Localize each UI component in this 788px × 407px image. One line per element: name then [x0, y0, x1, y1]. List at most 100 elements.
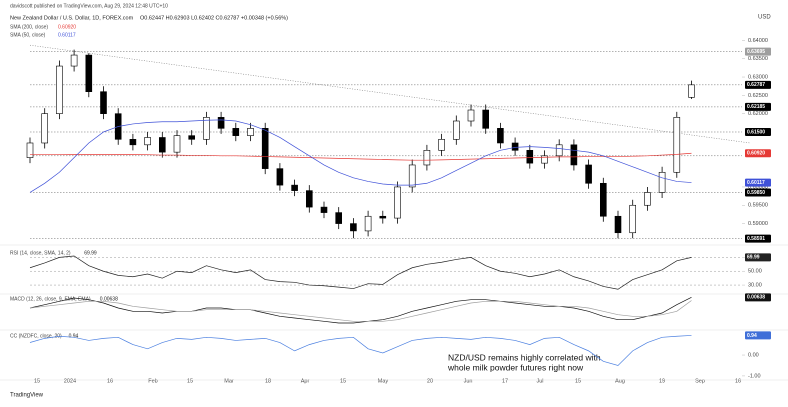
candle-body [26, 142, 34, 158]
indicator-title: MACD (12, 26, close, 9, EMA, EMA) [10, 296, 91, 302]
candle-body [658, 171, 666, 193]
price-label: 0.59850 [747, 190, 765, 196]
x-tick-label: Sep [695, 378, 705, 384]
candle-body [688, 84, 695, 98]
y-tick-label: 0.62500 [748, 93, 768, 99]
price-label: 0.00638 [747, 295, 765, 301]
candle-body [555, 144, 563, 157]
candle-body [423, 150, 431, 166]
price-label-box [745, 188, 771, 197]
candle-body [511, 142, 519, 151]
candle-body [261, 128, 269, 169]
legend-name: SMA (50, close) [10, 32, 46, 38]
x-tick-label: Jul [536, 378, 543, 384]
candle-body [276, 168, 284, 186]
candle-body [247, 128, 254, 136]
series-line [29, 335, 692, 366]
ohlc-label: O0.62447 H0.62903 L0.62402 C0.62787 +0.0… [140, 15, 288, 21]
publisher: davidscott published on TradingView.com,… [10, 3, 168, 9]
y-tick-label: 0.59500 [748, 203, 768, 209]
trendline [29, 44, 751, 144]
y-tick-label: 0.63000 [748, 74, 768, 80]
price-label-box [745, 178, 771, 187]
candle-body [452, 120, 460, 140]
x-tick-label: 17 [502, 378, 508, 384]
price-label: 69.99 [747, 255, 760, 261]
candle-body [379, 215, 387, 219]
annotation: whole milk powder futures right now [447, 362, 584, 372]
candle-body [320, 206, 328, 213]
price-label-box [745, 47, 771, 56]
price-label-box [745, 331, 771, 340]
candle-body [408, 164, 416, 188]
price-label-box [745, 253, 771, 262]
y-tick-label: -1.00 [748, 373, 761, 379]
indicator-value: 0.94 [69, 333, 79, 339]
x-tick-label: 15 [575, 378, 581, 384]
indicator-title: CC (NZDFC, close, 20) [10, 333, 62, 339]
candle-body [482, 109, 490, 129]
candle-body [41, 113, 49, 144]
price-label: 0.60117 [747, 180, 765, 186]
price-label: 0.60920 [747, 151, 765, 157]
annotation: NZD/USD remains highly correlated with [448, 352, 601, 362]
candle-body [335, 212, 343, 224]
candle-body [56, 65, 63, 114]
candle-body [629, 204, 637, 234]
candle-body [526, 150, 534, 164]
candle-body [614, 215, 622, 234]
y-tick-label: 0.59000 [748, 221, 768, 227]
price-label: 0.63695 [747, 49, 765, 55]
legend-name: SMA (200, close) [10, 24, 48, 30]
x-tick-label: Apr [301, 378, 310, 384]
x-tick-label: Jun [464, 378, 473, 384]
x-tick-label: Aug [615, 378, 625, 384]
candle-body [173, 135, 181, 153]
series-line [29, 255, 692, 290]
series-line [29, 297, 692, 324]
candle-body [497, 128, 504, 144]
x-tick-label: 20 [427, 378, 433, 384]
candle-body [70, 54, 78, 67]
x-tick-label: Mar [224, 378, 234, 384]
candle-body [585, 164, 592, 184]
candle-body [305, 190, 313, 208]
candle-body [100, 91, 107, 114]
candle-body [541, 155, 548, 164]
candle-body [394, 186, 401, 219]
y-tick-label: 0.00 [748, 352, 759, 358]
candle-body [364, 215, 372, 232]
x-tick-label: May [378, 378, 389, 384]
y-tick-label: 50.00 [748, 269, 762, 275]
x-tick-label: 16 [735, 378, 741, 384]
candle-body [159, 137, 166, 153]
candle-body [203, 117, 210, 140]
price-label-box [745, 293, 771, 302]
series-line [29, 300, 692, 322]
x-tick-label: 18 [265, 378, 271, 384]
y-tick-label: 0.63500 [748, 56, 768, 62]
footer: TradingView [10, 393, 44, 399]
candle-body [85, 54, 93, 92]
price-label: 0.94 [747, 333, 757, 339]
candle-body [673, 117, 681, 173]
x-tick-label: 2024 [64, 378, 76, 384]
x-tick-label: 15 [34, 378, 40, 384]
candle-body [129, 139, 137, 146]
y-tick-label: 0.60000 [748, 184, 768, 190]
series-line [29, 119, 692, 193]
unit-label: USD [758, 15, 771, 21]
candle-body [467, 109, 475, 122]
candle-body [291, 184, 298, 191]
price-label: 0.62787 [747, 82, 765, 88]
indicator-title: RSI (14, close, SMA, 14, 2) [10, 250, 71, 256]
indicator-value: 69.99 [84, 250, 97, 256]
legend-value: 0.60920 [58, 24, 76, 30]
candle-body [232, 128, 240, 136]
candle-body [438, 139, 445, 151]
price-label: 0.61500 [747, 129, 765, 135]
x-tick-label: 16 [107, 378, 113, 384]
candle-body [217, 117, 225, 129]
x-tick-label: Feb [148, 378, 157, 384]
